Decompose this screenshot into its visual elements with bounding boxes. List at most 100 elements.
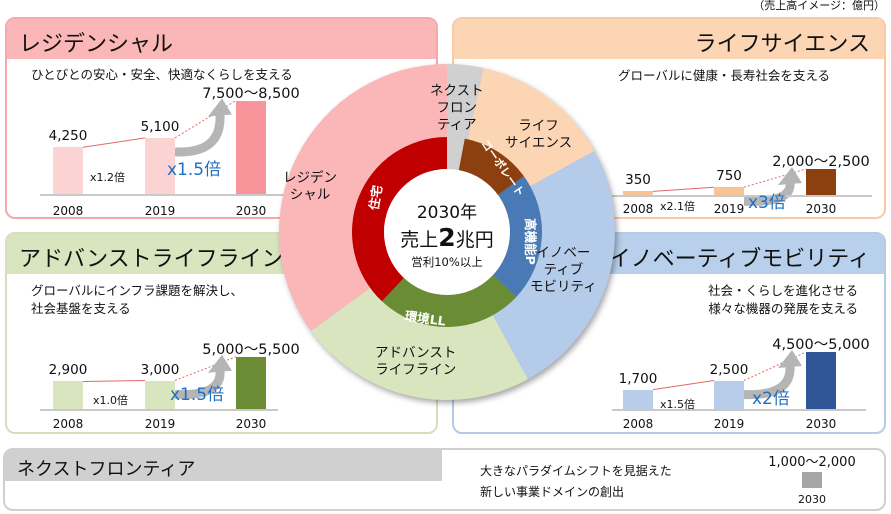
bar-2019 <box>145 137 175 194</box>
growth-multiplier-past: x1.0倍 <box>93 394 129 407</box>
donut-label-line: ライフライン <box>375 362 457 378</box>
year-label: 2008 <box>622 417 654 431</box>
panel-title: アドバンストライフライン <box>19 247 284 272</box>
growth-multiplier-target: x2倍 <box>752 389 790 409</box>
panel-header <box>454 19 884 59</box>
donut-label-line: イノベー <box>536 245 591 261</box>
value-label: 1,700 <box>618 370 658 387</box>
inner-slice-1 <box>458 138 524 195</box>
center-sales-prefix: 売上 <box>400 229 439 251</box>
year-label: 2030 <box>798 493 826 506</box>
value-label: 750 <box>716 168 742 185</box>
bar-2019 <box>714 380 744 409</box>
bar-2008 <box>623 389 653 409</box>
year-label: 2019 <box>144 417 176 431</box>
center-sales: 売上2兆円 <box>387 223 507 252</box>
donut-label-outer: アドバンスト ライフライン <box>375 345 456 379</box>
value-label: 5,000～5,500 <box>202 341 300 358</box>
center-sales-number: 2 <box>438 223 456 252</box>
donut-label-line: フロン <box>436 100 478 116</box>
year-label: 2030 <box>805 417 837 431</box>
donut-center: 2030年 売上2兆円 営利10%以上 <box>387 198 507 270</box>
donut-label-line: ネクスト <box>430 83 484 99</box>
panel-title: ネクストフロンティア <box>17 459 196 480</box>
outer-slice-1 <box>467 68 595 187</box>
outer-slice-2 <box>492 151 615 380</box>
panel-next-frontier: ネクストフロンティア 大きなパラダイムシフトを見据えた 新しい事業ドメインの創出 <box>3 448 886 511</box>
year-label: 2030 <box>235 204 267 218</box>
baseline <box>612 409 866 411</box>
donut-label-line: モビリティ <box>530 279 597 295</box>
bar-2030 <box>806 352 836 409</box>
panel-header <box>5 450 442 481</box>
sales-donut-chart <box>279 63 615 400</box>
inner-slice-2 <box>492 176 542 298</box>
year-label: 2030 <box>805 202 837 216</box>
panel-description-line1: 大きなパラダイムシフトを見据えた <box>480 464 672 478</box>
value-label: 5,100 <box>140 118 180 135</box>
growth-multiplier-past: x1.5倍 <box>660 398 696 411</box>
panel-description-line2: 様々な機器の発展を支える <box>708 301 858 316</box>
unit-note: （売上高イメージ：億円） <box>753 0 885 12</box>
donut-label-line: レジデン <box>283 170 337 186</box>
bar-2030 <box>802 472 822 488</box>
value-label: 1,000～2,000 <box>768 455 856 470</box>
donut-label-inner: 高機能P <box>522 218 538 265</box>
inner-slice-0 <box>447 137 465 171</box>
donut-label-outer: ライフ サイエンス <box>505 118 572 152</box>
inner-slice-4 <box>352 137 447 302</box>
center-sales-unit: 兆円 <box>455 229 494 251</box>
baseline <box>612 195 872 197</box>
donut-label-line: シャル <box>289 187 331 203</box>
value-label: 4,500～5,000 <box>772 337 870 353</box>
panel-header <box>7 19 436 59</box>
panel-description-line1: グローバルにインフラ課題を解決し、 <box>31 283 244 298</box>
bar-2030 <box>806 169 836 195</box>
panel-description-line1: 社会・くらしを進化させる <box>707 283 858 298</box>
panel-title: レジデンシャル <box>19 32 174 57</box>
bar-2030 <box>236 356 266 409</box>
value-label: 4,250 <box>48 128 88 145</box>
outer-slice-0 <box>447 64 484 141</box>
inner-slice-3 <box>381 275 517 327</box>
donut-label-outer: ネクスト フロン ティア <box>430 83 484 134</box>
center-year: 2030年 <box>416 203 478 223</box>
bar-2019 <box>145 380 175 409</box>
value-label: 7,500～8,500 <box>202 85 300 102</box>
center-profit: 営利10%以上 <box>411 255 483 269</box>
year-label: 2008 <box>52 417 84 431</box>
year-label: 2019 <box>144 204 176 218</box>
panel-title: イノベーティブモビリティ <box>608 247 870 272</box>
donut-label-line: アドバンスト <box>375 345 457 361</box>
panel-description-line2: 新しい事業ドメインの創出 <box>480 485 625 499</box>
bar-2019 <box>714 187 744 195</box>
growth-multiplier-past: x1.2倍 <box>90 171 126 184</box>
donut-label-outer: イノベー ティブ モビリティ <box>530 245 597 296</box>
bar-2030 <box>236 100 266 194</box>
panel-title: ライフサイエンス <box>694 32 870 57</box>
growth-multiplier-past: x2.1倍 <box>660 200 696 213</box>
value-label: 2,900 <box>48 362 88 379</box>
value-label: 2,000～2,500 <box>772 154 870 170</box>
value-label: 3,000 <box>140 361 180 378</box>
donut-label-line: ライフ <box>518 118 559 134</box>
donut-label-line: ティア <box>436 117 477 133</box>
bar-2008 <box>623 191 653 195</box>
year-label: 2019 <box>713 417 745 431</box>
growth-multiplier-target: x1.5倍 <box>170 385 225 405</box>
outer-slice-4 <box>279 63 447 331</box>
year-label: 2019 <box>713 202 745 216</box>
donut-label-outer: レジデン シャル <box>283 170 337 204</box>
panel-description: グローバルに健康・長寿社会を支える <box>618 68 831 83</box>
value-label: 2,500 <box>709 361 749 378</box>
baseline <box>40 194 290 196</box>
year-label: 2008 <box>622 202 654 216</box>
donut-label-line: ティブ <box>543 262 584 278</box>
growth-multiplier-target: x3倍 <box>748 193 786 213</box>
year-label: 2030 <box>235 417 267 431</box>
value-label: 350 <box>625 172 651 189</box>
donut-label-line: サイエンス <box>505 135 573 151</box>
panel-description-line2: 社会基盤を支える <box>31 301 131 316</box>
panel-description: ひとびとの安心・安全、快適なくらしを支える <box>31 67 293 82</box>
growth-multiplier-target: x1.5倍 <box>167 160 222 180</box>
